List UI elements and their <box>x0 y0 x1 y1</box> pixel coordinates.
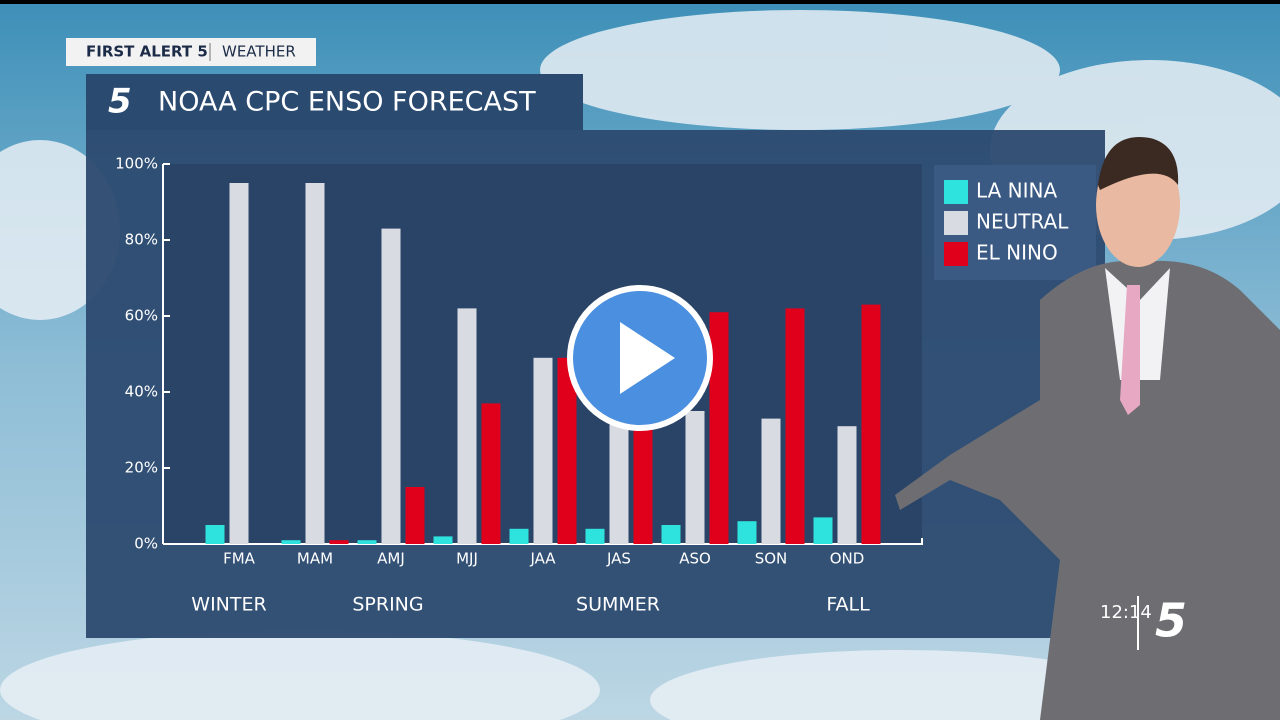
x-tick-label: SON <box>755 550 788 568</box>
legend-swatch <box>944 242 968 266</box>
bar <box>861 304 881 544</box>
x-tick-label: OND <box>830 550 865 568</box>
bar <box>785 308 805 544</box>
x-tick-label: MJJ <box>456 550 478 568</box>
x-tick-label: AMJ <box>377 550 405 568</box>
x-tick-label: JAS <box>606 550 631 568</box>
bar <box>685 411 705 544</box>
bar <box>509 528 529 544</box>
y-tick-label: 60% <box>125 307 158 325</box>
bar <box>405 487 425 544</box>
legend-label: NEUTRAL <box>976 210 1069 234</box>
bar <box>737 521 757 544</box>
bar <box>813 517 833 544</box>
y-tick-label: 0% <box>134 535 158 553</box>
legend-label: EL NINO <box>976 241 1058 265</box>
header-tag <box>66 38 316 66</box>
bar <box>357 540 377 544</box>
play-button[interactable] <box>567 285 713 431</box>
legend-label: LA NINA <box>976 179 1057 203</box>
presenter <box>895 136 1280 720</box>
y-tick-label: 80% <box>125 231 158 249</box>
bar <box>381 228 401 544</box>
x-tick-label: FMA <box>223 550 256 568</box>
bar <box>761 418 781 544</box>
chart: 0% 20% 40% 60% 80% 100% FMA MAM AMJ MJJ JAA JAS ASO S… <box>115 155 1069 616</box>
x-tick-label: JAA <box>529 550 556 568</box>
play-icon[interactable] <box>620 322 675 394</box>
section-text: WEATHER <box>222 43 296 61</box>
logo: 5 <box>108 82 132 122</box>
y-tick-label: 100% <box>115 155 158 173</box>
title-box <box>86 74 583 130</box>
bar <box>329 540 349 544</box>
bar <box>481 403 501 544</box>
bar <box>533 357 553 544</box>
season-label: SPRING <box>352 594 423 616</box>
bar <box>229 183 249 544</box>
y-tick-label: 20% <box>125 459 158 477</box>
bar <box>205 525 225 544</box>
bar <box>609 399 629 544</box>
bar <box>433 536 453 544</box>
clouds <box>0 10 1280 720</box>
chart-title: NOAA CPC ENSO FORECAST <box>158 87 536 118</box>
top-border <box>0 0 1280 4</box>
season-label: SUMMER <box>576 594 660 616</box>
bar <box>661 525 681 544</box>
x-tick-label: MAM <box>297 550 333 568</box>
bar <box>837 426 857 544</box>
bar <box>305 183 325 544</box>
bar <box>585 528 605 544</box>
bar <box>281 540 301 544</box>
season-label: WINTER <box>191 594 266 616</box>
season-label: FALL <box>826 594 870 616</box>
legend-swatch <box>944 211 968 235</box>
bar <box>709 312 729 544</box>
y-tick-label: 40% <box>125 383 158 401</box>
clock: 12:14 <box>1100 602 1152 623</box>
bar <box>557 357 577 544</box>
station-logo: 5 <box>1155 594 1187 648</box>
x-tick-label: ASO <box>679 550 711 568</box>
legend-swatch <box>944 180 968 204</box>
tag-text: FIRST ALERT 5 <box>86 43 208 61</box>
bar <box>457 308 477 544</box>
